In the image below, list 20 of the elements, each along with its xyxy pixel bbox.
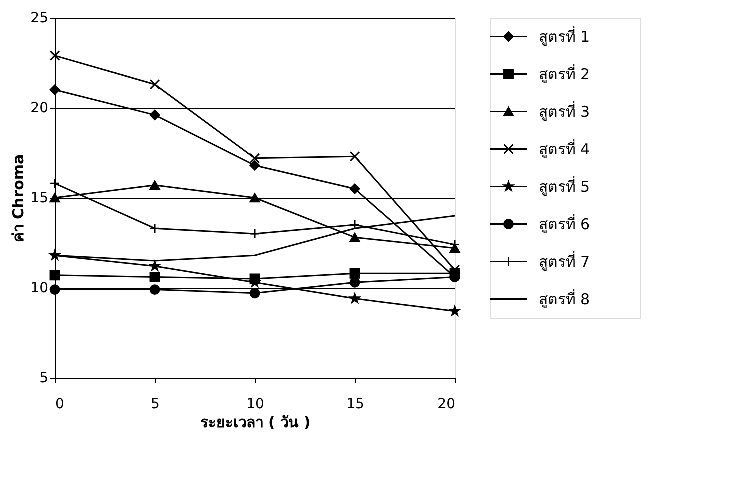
legend-label: สูตรที่ 5 xyxy=(538,176,590,196)
legend-label: สูตรที่ 3 xyxy=(538,100,590,121)
legend-label: สูตรที่ 7 xyxy=(538,250,590,271)
y-tick-label: 25 xyxy=(30,10,48,26)
legend-label: สูตรที่ 8 xyxy=(538,288,590,308)
y-tick-label: 5 xyxy=(40,370,48,386)
legend-label: สูตรที่ 6 xyxy=(538,213,590,234)
x-tick-label: 20 xyxy=(438,396,456,412)
y-axis-title: ค่า Chroma xyxy=(10,154,28,243)
x-tick-label: 10 xyxy=(246,396,264,412)
legend-label: สูตรที่ 1 xyxy=(538,26,590,46)
legend-label: สูตรที่ 4 xyxy=(538,138,590,158)
x-tick-label: 5 xyxy=(151,396,160,412)
x-tick-label: 15 xyxy=(346,396,364,412)
y-tick-label: 15 xyxy=(30,190,48,206)
y-tick-label: 10 xyxy=(30,280,48,296)
x-tick-label: 0 xyxy=(56,396,64,412)
x-axis-title: ระยะเวลา ( วัน ) xyxy=(200,414,311,432)
y-tick-label: 20 xyxy=(30,100,48,116)
legend-label: สูตรที่ 2 xyxy=(538,63,590,84)
